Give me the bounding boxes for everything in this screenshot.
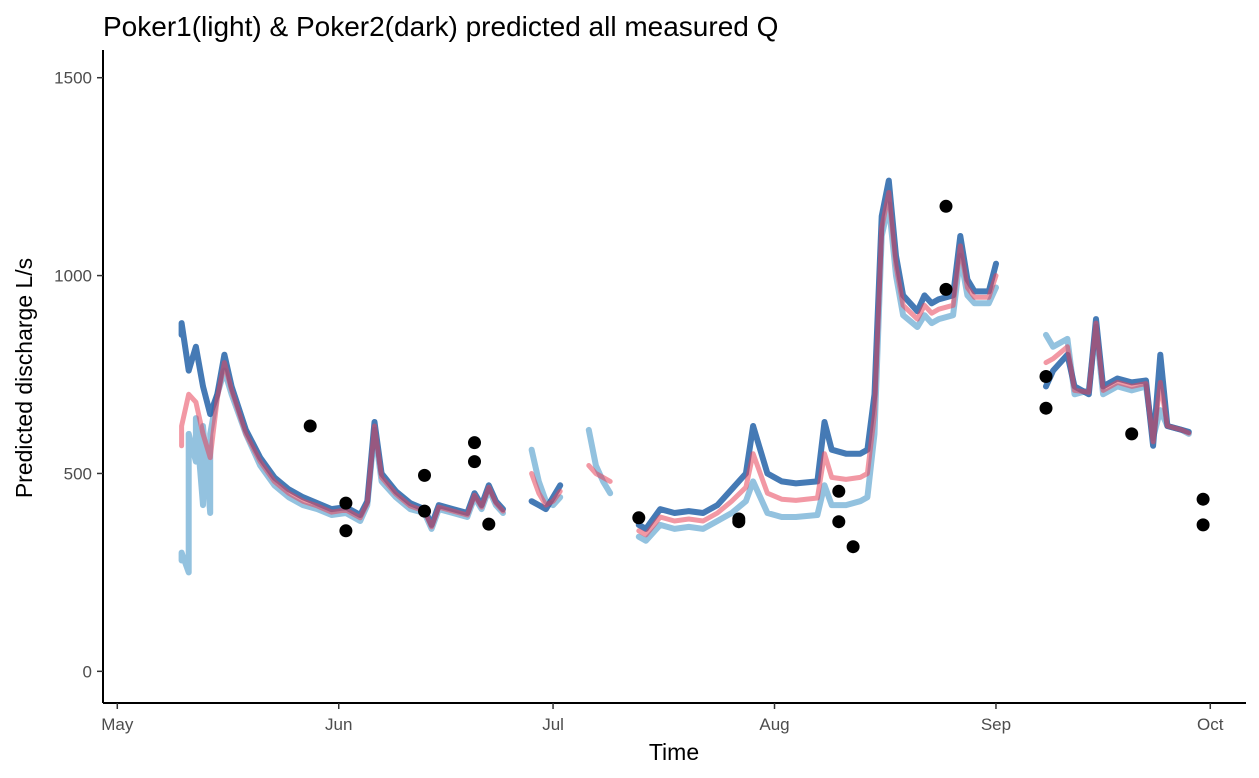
y-tick-label: 1000 <box>54 267 92 286</box>
series-light-segment-3 <box>585 426 614 497</box>
measured-point <box>339 496 353 510</box>
measured-point <box>303 419 317 433</box>
measured-points <box>303 199 1210 554</box>
y-tick-label: 1500 <box>54 69 92 88</box>
x-tick-label: Jun <box>325 715 352 734</box>
measured-point <box>1039 370 1053 383</box>
measured-point <box>939 282 953 296</box>
x-tick-label: Sep <box>981 715 1011 734</box>
x-tick-label: May <box>101 715 134 734</box>
measured-point <box>632 511 646 525</box>
y-tick-label: 0 <box>83 662 92 681</box>
series-mid-segment-1 <box>179 360 506 530</box>
series-dark-segment-1 <box>178 320 506 528</box>
y-axis-ticks: 0 500 1000 1500 <box>54 69 103 681</box>
x-axis-title: Time <box>649 739 699 765</box>
series-mid-segment-5 <box>1043 320 1192 445</box>
series-light-segment-1 <box>178 367 506 576</box>
y-axis-title: Predicted discharge L/s <box>11 258 37 498</box>
y-tick-label: 500 <box>64 464 92 483</box>
series-dark <box>178 177 1192 532</box>
measured-point <box>418 504 431 518</box>
measured-point <box>732 515 746 529</box>
measured-point <box>832 484 846 498</box>
measured-point <box>339 524 353 538</box>
series-mid-segment-3 <box>586 463 613 484</box>
measured-point <box>1125 427 1139 441</box>
measured-point <box>1039 401 1053 415</box>
measured-point <box>846 540 860 554</box>
x-axis-ticks: May Jun Jul Aug Sep Oct <box>101 703 1224 734</box>
measured-point <box>468 436 481 450</box>
x-tick-label: Aug <box>759 715 789 734</box>
series-mid-segment-2 <box>529 471 563 508</box>
measured-point <box>468 455 481 469</box>
measured-point <box>418 468 431 482</box>
series-layer <box>178 177 1192 576</box>
series-mid-segment-4 <box>636 190 999 538</box>
measured-point <box>1196 518 1210 532</box>
measured-point <box>482 517 496 531</box>
measured-point <box>1196 492 1210 506</box>
series-mid <box>179 190 1192 538</box>
x-tick-label: Oct <box>1197 715 1224 734</box>
series-dark-segment-2 <box>528 482 564 513</box>
measured-point <box>832 515 846 529</box>
measured-point <box>939 199 953 213</box>
chart-title: Poker1(light) & Poker2(dark) predicted a… <box>103 11 778 42</box>
series-dark-segment-3 <box>635 177 999 532</box>
x-tick-label: Jul <box>542 715 564 734</box>
series-light-segment-4 <box>635 201 999 544</box>
